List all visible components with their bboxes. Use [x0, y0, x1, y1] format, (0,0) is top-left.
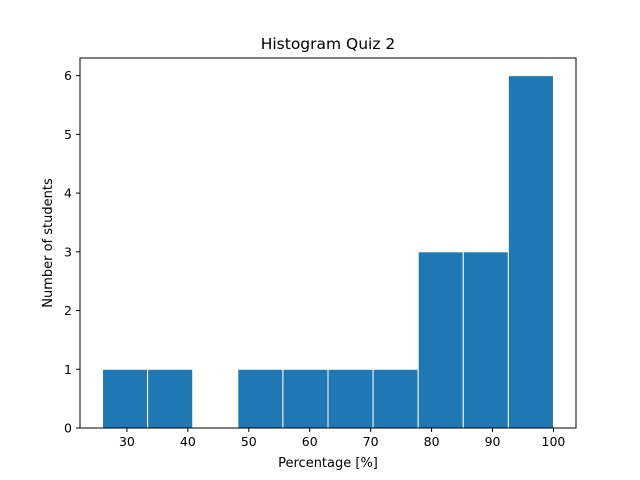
- histogram-bar: [147, 368, 194, 429]
- x-tick-label: 100: [542, 434, 566, 449]
- x-tick-label: 70: [363, 434, 379, 449]
- y-tick-label: 4: [64, 186, 72, 201]
- x-tick-label: 80: [424, 434, 440, 449]
- y-tick-label: 6: [64, 68, 72, 83]
- y-tick-label: 5: [64, 127, 72, 142]
- x-axis-label: Percentage [%]: [278, 456, 378, 471]
- y-tick-label: 2: [64, 303, 72, 318]
- x-tick-label: 90: [485, 434, 501, 449]
- y-tick-label: 1: [64, 362, 72, 377]
- bars-group: [102, 75, 554, 429]
- x-tick-label: 50: [241, 434, 257, 449]
- x-tick-label: 40: [180, 434, 196, 449]
- x-axis-ticks: 30 40 50 60 70 80 90 100: [119, 428, 565, 449]
- histogram-bar: [282, 368, 329, 429]
- y-axis-label: Number of students: [41, 178, 56, 308]
- histogram-bar: [237, 368, 284, 429]
- histogram-bar: [507, 75, 554, 429]
- histogram-bar: [462, 251, 509, 429]
- plot-frame: [79, 57, 577, 429]
- y-tick-label: 0: [64, 421, 72, 436]
- y-axis-ticks: 0 1 2 3 4 5 6: [64, 68, 80, 436]
- x-tick-label: 30: [119, 434, 135, 449]
- chart-title: Histogram Quiz 2: [261, 35, 396, 53]
- histogram-bar: [102, 368, 149, 429]
- histogram-bar: [372, 368, 419, 429]
- x-tick-label: 60: [302, 434, 318, 449]
- y-tick-label: 3: [64, 244, 72, 259]
- histogram-bar: [327, 368, 374, 429]
- histogram-bar: [417, 251, 464, 429]
